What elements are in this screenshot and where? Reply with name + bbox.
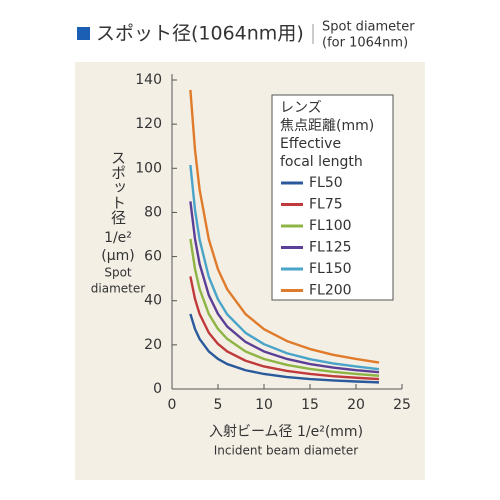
legend-label: FL150	[309, 261, 352, 277]
legend-label: FL100	[309, 218, 352, 234]
x-tick-label: 20	[347, 397, 365, 413]
title-en: (for 1064nm)	[322, 36, 408, 51]
chart-title: スポット径(1064nm用)	[96, 23, 304, 45]
y-tick-label: 80	[144, 204, 162, 220]
x-tick-label: 5	[214, 397, 223, 413]
legend-label: FL75	[309, 197, 343, 213]
y-label-unit: (μm)	[101, 248, 134, 264]
series-line	[189, 201, 380, 374]
x-label-en: Incident beam diameter	[214, 444, 359, 458]
legend-label: FL125	[309, 240, 352, 256]
y-label-en: Spot	[104, 266, 132, 280]
y-label-en: diameter	[91, 282, 145, 296]
y-tick-label: 100	[135, 160, 162, 176]
legend	[271, 94, 394, 301]
y-tick-label: 20	[144, 337, 162, 353]
x-tick-label: 25	[393, 397, 411, 413]
title-marker	[77, 27, 90, 40]
legend-title: レンズ	[280, 100, 322, 116]
series-line	[189, 238, 380, 377]
y-tick-label: 120	[135, 116, 162, 132]
y-tick-label: 40	[144, 293, 162, 309]
legend-title: 焦点距離(mm)	[280, 117, 374, 134]
legend-title: focal length	[280, 154, 363, 170]
series-line	[189, 313, 380, 384]
y-tick-label: 0	[153, 381, 162, 397]
x-label: 入射ビーム径 1/e²(mm)	[209, 424, 363, 440]
legend-label: FL200	[309, 283, 352, 299]
x-tick-label: 0	[168, 397, 177, 413]
y-label-unit: 1/e²	[104, 230, 132, 246]
y-tick-label: 140	[135, 72, 162, 88]
legend-label: FL50	[309, 175, 343, 191]
y-label: スポット径	[109, 150, 127, 225]
x-tick-label: 10	[255, 397, 273, 413]
y-tick-label: 60	[144, 249, 162, 265]
x-tick-label: 15	[301, 397, 319, 413]
series-line	[189, 89, 380, 364]
series-line	[189, 276, 380, 381]
series-line	[189, 164, 380, 371]
title-en: Spot diameter	[322, 20, 415, 35]
legend-title: Effective	[280, 136, 341, 152]
